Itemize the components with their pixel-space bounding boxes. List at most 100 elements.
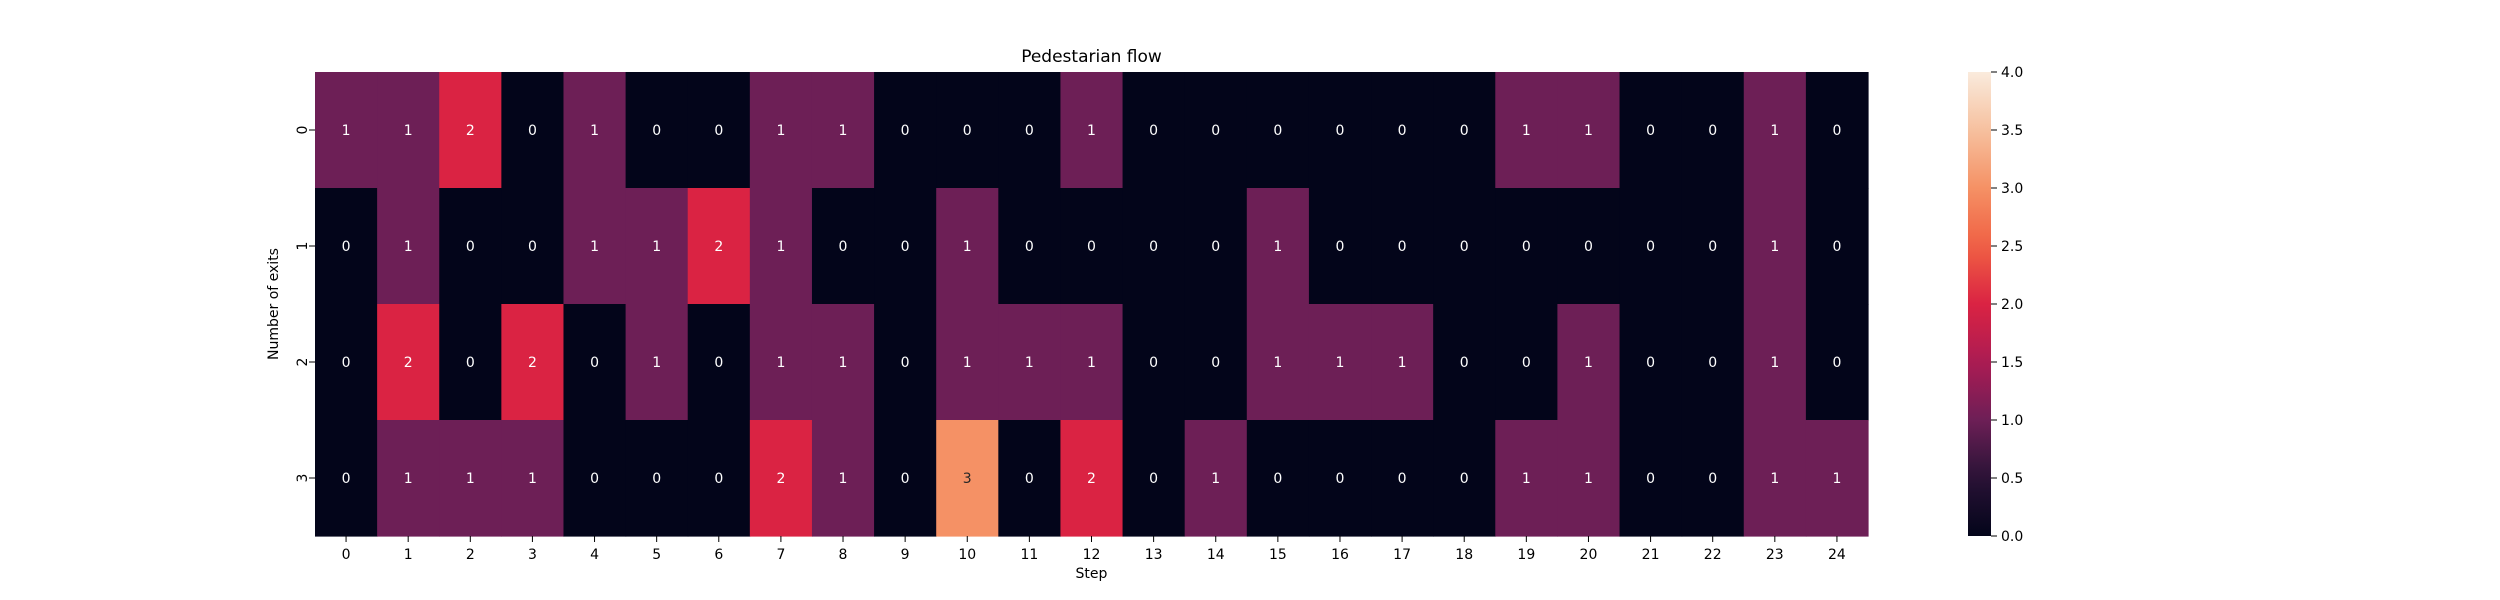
colorbar-tick-label: 1.0	[2001, 413, 2023, 429]
heatmap-cell	[936, 72, 999, 189]
cell-value-label: 0	[1211, 239, 1220, 255]
cell-value-label: 3	[963, 471, 972, 487]
cell-value-label: 0	[342, 239, 351, 255]
heatmap-cell	[439, 304, 502, 421]
x-tick-label: 14	[1207, 547, 1225, 563]
heatmap-cell	[749, 304, 813, 421]
x-tick-label: 12	[1083, 547, 1101, 563]
heatmap-cell	[1308, 420, 1372, 537]
cell-value-label: 0	[1025, 123, 1034, 139]
heatmap-cell	[1495, 420, 1558, 537]
cell-value-label: 0	[901, 239, 910, 255]
cell-value-label: 0	[1398, 471, 1407, 487]
heatmap-cell	[1122, 304, 1186, 421]
heatmap-cell	[811, 72, 875, 189]
cell-value-label: 1	[1522, 471, 1531, 487]
x-axis-ticks: 0 1 2 3 4 5 6 7 8 9 10 11 12 13 14 15 16 17 18 19 20 21 22 23 24	[342, 536, 1846, 563]
cell-value-label: 0	[1646, 471, 1655, 487]
heatmap-cell	[1060, 188, 1124, 305]
heatmap-cell	[439, 420, 502, 537]
heatmap-cell	[687, 304, 751, 421]
cell-value-label: 1	[1770, 471, 1779, 487]
cell-value-label: 0	[342, 355, 351, 371]
cell-value-label: 0	[1211, 355, 1220, 371]
cell-value-label: 0	[1522, 355, 1531, 371]
cell-value-label: 0	[1708, 123, 1717, 139]
cell-value-label: 2	[714, 239, 723, 255]
heatmap-cell	[1371, 420, 1434, 537]
heatmap-cell	[315, 72, 378, 189]
cell-value-label: 0	[1522, 239, 1531, 255]
cell-value-label: 1	[1025, 355, 1034, 371]
cell-value-label: 0	[1149, 239, 1158, 255]
heatmap-cell	[687, 72, 751, 189]
x-tick-label: 5	[652, 547, 661, 563]
heatmap-cell	[625, 420, 689, 537]
heatmap-cell	[625, 72, 689, 189]
heatmap-cell	[439, 72, 502, 189]
cell-value-label: 1	[1584, 471, 1593, 487]
heatmap-cell	[501, 420, 565, 537]
cell-value-label: 0	[839, 239, 848, 255]
heatmap-cell	[1308, 72, 1372, 189]
cell-value-label: 0	[1708, 355, 1717, 371]
cell-value-label: 0	[1646, 239, 1655, 255]
heatmap-cell	[501, 188, 565, 305]
cell-value-label: 0	[1149, 355, 1158, 371]
cell-value-label: 0	[342, 471, 351, 487]
heatmap-cell	[1681, 188, 1745, 305]
cell-value-label: 2	[776, 471, 785, 487]
colorbar-tick-label: 3.0	[2001, 181, 2023, 197]
cell-value-label: 0	[1336, 471, 1345, 487]
x-tick-label: 21	[1642, 547, 1660, 563]
cell-value-label: 1	[1770, 355, 1779, 371]
heatmap-cell	[377, 72, 440, 189]
x-tick-label: 8	[839, 547, 848, 563]
cell-value-label: 0	[1273, 123, 1282, 139]
cell-value-label: 1	[528, 471, 537, 487]
heatmap-cell	[1122, 188, 1186, 305]
cell-value-label: 1	[652, 239, 661, 255]
cell-value-label: 0	[1646, 355, 1655, 371]
x-tick-label: 20	[1580, 547, 1598, 563]
colorbar-tick-label: 4.0	[2001, 65, 2023, 81]
cell-value-label: 1	[1584, 123, 1593, 139]
heatmap-cell	[1619, 304, 1683, 421]
heatmap-cell	[377, 420, 440, 537]
x-tick-label: 11	[1020, 547, 1038, 563]
heatmap-cell	[1495, 72, 1558, 189]
cell-value-label: 0	[1646, 123, 1655, 139]
cell-value-label: 0	[1025, 239, 1034, 255]
cell-value-label: 1	[652, 355, 661, 371]
heatmap-cell	[1743, 304, 1807, 421]
colorbar-ticks: 0.0 0.5 1.0 1.5 2.0 2.5 3.0 3.5 4.0	[1991, 65, 2023, 545]
heatmap-cell	[749, 72, 813, 189]
heatmap-cell	[625, 304, 689, 421]
heatmap-cell	[501, 72, 565, 189]
cell-value-label: 2	[528, 355, 537, 371]
cell-value-label: 1	[1770, 239, 1779, 255]
heatmap-cell	[1495, 188, 1558, 305]
cell-value-label: 0	[1336, 123, 1345, 139]
heatmap-cell	[1557, 304, 1621, 421]
cell-value-label: 1	[776, 123, 785, 139]
heatmap-cell	[1433, 72, 1496, 189]
heatmap-cell	[1557, 420, 1621, 537]
cell-value-label: 0	[590, 355, 599, 371]
x-tick-label: 9	[901, 547, 910, 563]
heatmap-cell	[1433, 188, 1496, 305]
chart-title: Pedestarian flow	[1021, 47, 1162, 67]
heatmap-cell	[936, 304, 999, 421]
heatmap-cell	[1619, 72, 1683, 189]
cell-value-label: 2	[466, 123, 475, 139]
cell-value-label: 0	[714, 471, 723, 487]
cell-value-label: 0	[1708, 471, 1717, 487]
heatmap-cell	[1246, 420, 1310, 537]
heatmap-cells: 1 1 2 0 1 0 0 1 1 0 0 0 1 0 0 0 0 0 0 1 1 0 0 1 0 0 1 0 0 1 1 2 1 0 0 1 0 0 0 0…	[315, 72, 1869, 537]
cell-value-label: 0	[714, 355, 723, 371]
cell-value-label: 1	[839, 471, 848, 487]
heatmap-cell	[687, 188, 751, 305]
x-tick-label: 22	[1704, 547, 1722, 563]
heatmap-cell	[625, 188, 689, 305]
x-tick-label: 7	[776, 547, 785, 563]
